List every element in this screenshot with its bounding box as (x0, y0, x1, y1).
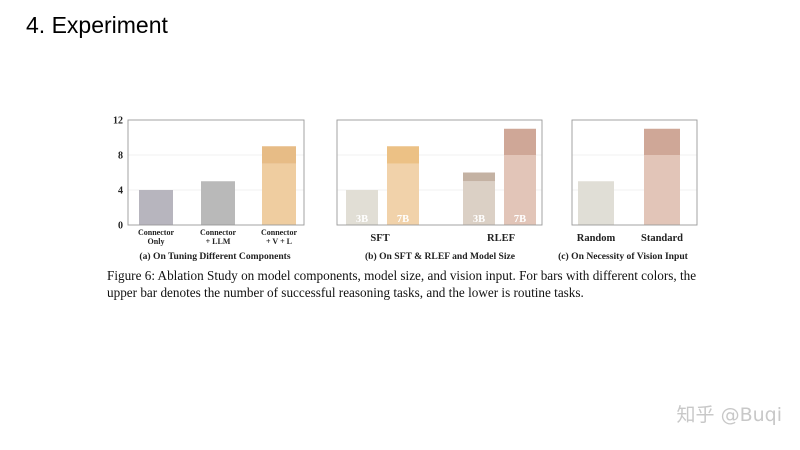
y-tick-label: 4 (118, 186, 123, 197)
y-tick-label: 8 (118, 151, 123, 162)
x-tick-label: + V + L (266, 237, 292, 246)
x-tick-label: Connector (138, 228, 174, 237)
bar-lower-segment (139, 190, 173, 225)
axes-frame (127, 119, 305, 226)
bar-upper-segment (463, 172, 495, 182)
bar-lower-segment (504, 155, 536, 225)
x-tick-label: Standard (641, 233, 683, 244)
x-tick-label: Only (148, 237, 165, 246)
panel-title: (a) On Tuning Different Components (139, 251, 290, 262)
bar-size-label: 7B (397, 214, 409, 225)
axes-frame (336, 119, 543, 226)
bar-size-label: 7B (514, 214, 526, 225)
bar-upper-segment (644, 128, 680, 155)
bar-lower-segment (644, 155, 680, 225)
x-tick-label: + LLM (206, 237, 231, 246)
bar-upper-segment (387, 146, 419, 164)
bar-lower-segment (463, 181, 495, 225)
bar-lower-segment (346, 190, 378, 225)
bar-lower-segment (578, 181, 614, 225)
bar-size-label: 3B (473, 214, 485, 225)
bar-upper-segment (504, 128, 536, 155)
figure-caption: Figure 6: Ablation Study on model compon… (107, 268, 697, 300)
bar-lower-segment (262, 163, 296, 225)
bar-lower-segment (201, 181, 235, 225)
y-tick-label: 12 (113, 116, 123, 127)
panel-title: (b) On SFT & RLEF and Model Size (365, 251, 516, 262)
x-group-label: RLEF (487, 233, 515, 244)
bar-size-label: 3B (356, 214, 368, 225)
x-tick-label: Connector (200, 228, 236, 237)
bar-upper-segment (262, 146, 296, 164)
panel-title: (c) On Necessity of Vision Input (558, 251, 689, 262)
y-tick-label: 0 (118, 221, 123, 232)
x-tick-label: Connector (261, 228, 297, 237)
axes-frame (571, 119, 698, 226)
bar-lower-segment (387, 163, 419, 225)
x-tick-label: Random (577, 233, 616, 244)
slide-title: 4. Experiment (26, 12, 168, 38)
x-group-label: SFT (370, 233, 389, 244)
watermark: 知乎 @Buqi (676, 404, 782, 426)
